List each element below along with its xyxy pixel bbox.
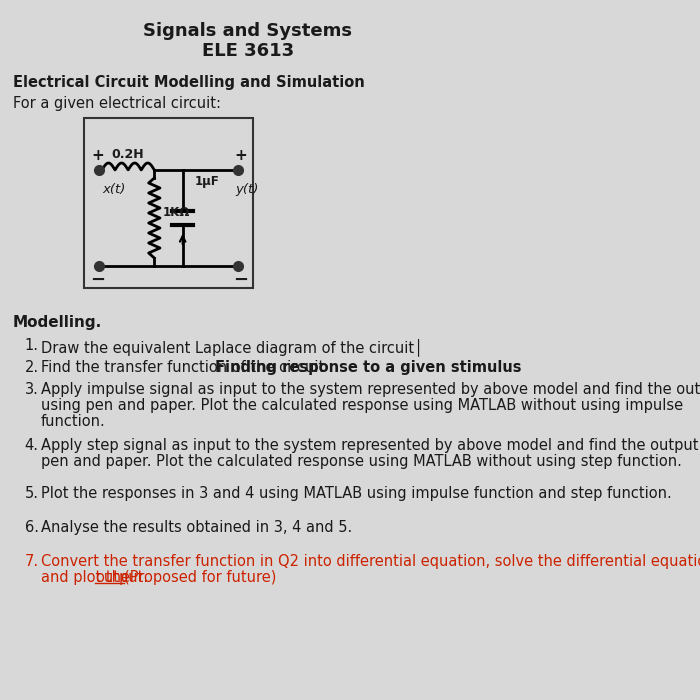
Text: y(t): y(t)	[235, 183, 258, 197]
Text: Plot the responses in 3 and 4 using MATLAB using impulse function and step funct: Plot the responses in 3 and 4 using MATL…	[41, 486, 672, 501]
Text: 0.2H: 0.2H	[112, 148, 144, 161]
Text: 6.: 6.	[25, 520, 38, 535]
Text: Modelling.: Modelling.	[13, 315, 102, 330]
Text: 4.: 4.	[25, 438, 38, 453]
Text: 1KΩ: 1KΩ	[163, 206, 190, 220]
Text: Finding response to a given stimulus: Finding response to a given stimulus	[215, 360, 522, 375]
Text: Draw the equivalent Laplace diagram of the circuit│: Draw the equivalent Laplace diagram of t…	[41, 338, 423, 356]
Text: and plot the: and plot the	[41, 570, 134, 585]
Text: 2.: 2.	[25, 360, 39, 375]
Text: −: −	[90, 271, 105, 289]
Text: Signals and Systems: Signals and Systems	[144, 22, 352, 40]
Bar	[83, 118, 253, 288]
Text: −: −	[233, 271, 248, 289]
Text: 1.: 1.	[25, 338, 38, 353]
Text: Analyse the results obtained in 3, 4 and 5.: Analyse the results obtained in 3, 4 and…	[41, 520, 352, 535]
Text: using pen and paper. Plot the calculated response using MATLAB without using imp: using pen and paper. Plot the calculated…	[41, 398, 683, 413]
Text: Apply impulse signal as input to the system represented by above model and find : Apply impulse signal as input to the sys…	[41, 382, 700, 397]
Text: ELE 3613: ELE 3613	[202, 42, 294, 60]
Text: +: +	[91, 148, 104, 164]
Text: pen and paper. Plot the calculated response using MATLAB without using step func: pen and paper. Plot the calculated respo…	[41, 454, 682, 469]
Text: (Proposed for future): (Proposed for future)	[124, 570, 276, 585]
Text: 1μF: 1μF	[195, 176, 219, 188]
Text: 3.: 3.	[25, 382, 38, 397]
Text: function.: function.	[41, 414, 106, 429]
Text: For a given electrical circuit:: For a given electrical circuit:	[13, 96, 220, 111]
Text: output.: output.	[95, 570, 148, 585]
Text: +: +	[234, 148, 247, 164]
Text: Find the transfer function of the circuit: Find the transfer function of the circui…	[41, 360, 329, 375]
Text: Apply step signal as input to the system represented by above model and find the: Apply step signal as input to the system…	[41, 438, 700, 453]
Text: Electrical Circuit Modelling and Simulation: Electrical Circuit Modelling and Simulat…	[13, 75, 365, 90]
Text: 5.: 5.	[25, 486, 38, 501]
Text: Convert the transfer function in Q2 into differential equation, solve the differ: Convert the transfer function in Q2 into…	[41, 554, 700, 569]
Text: 7.: 7.	[25, 554, 39, 569]
Text: x(t): x(t)	[102, 183, 125, 197]
